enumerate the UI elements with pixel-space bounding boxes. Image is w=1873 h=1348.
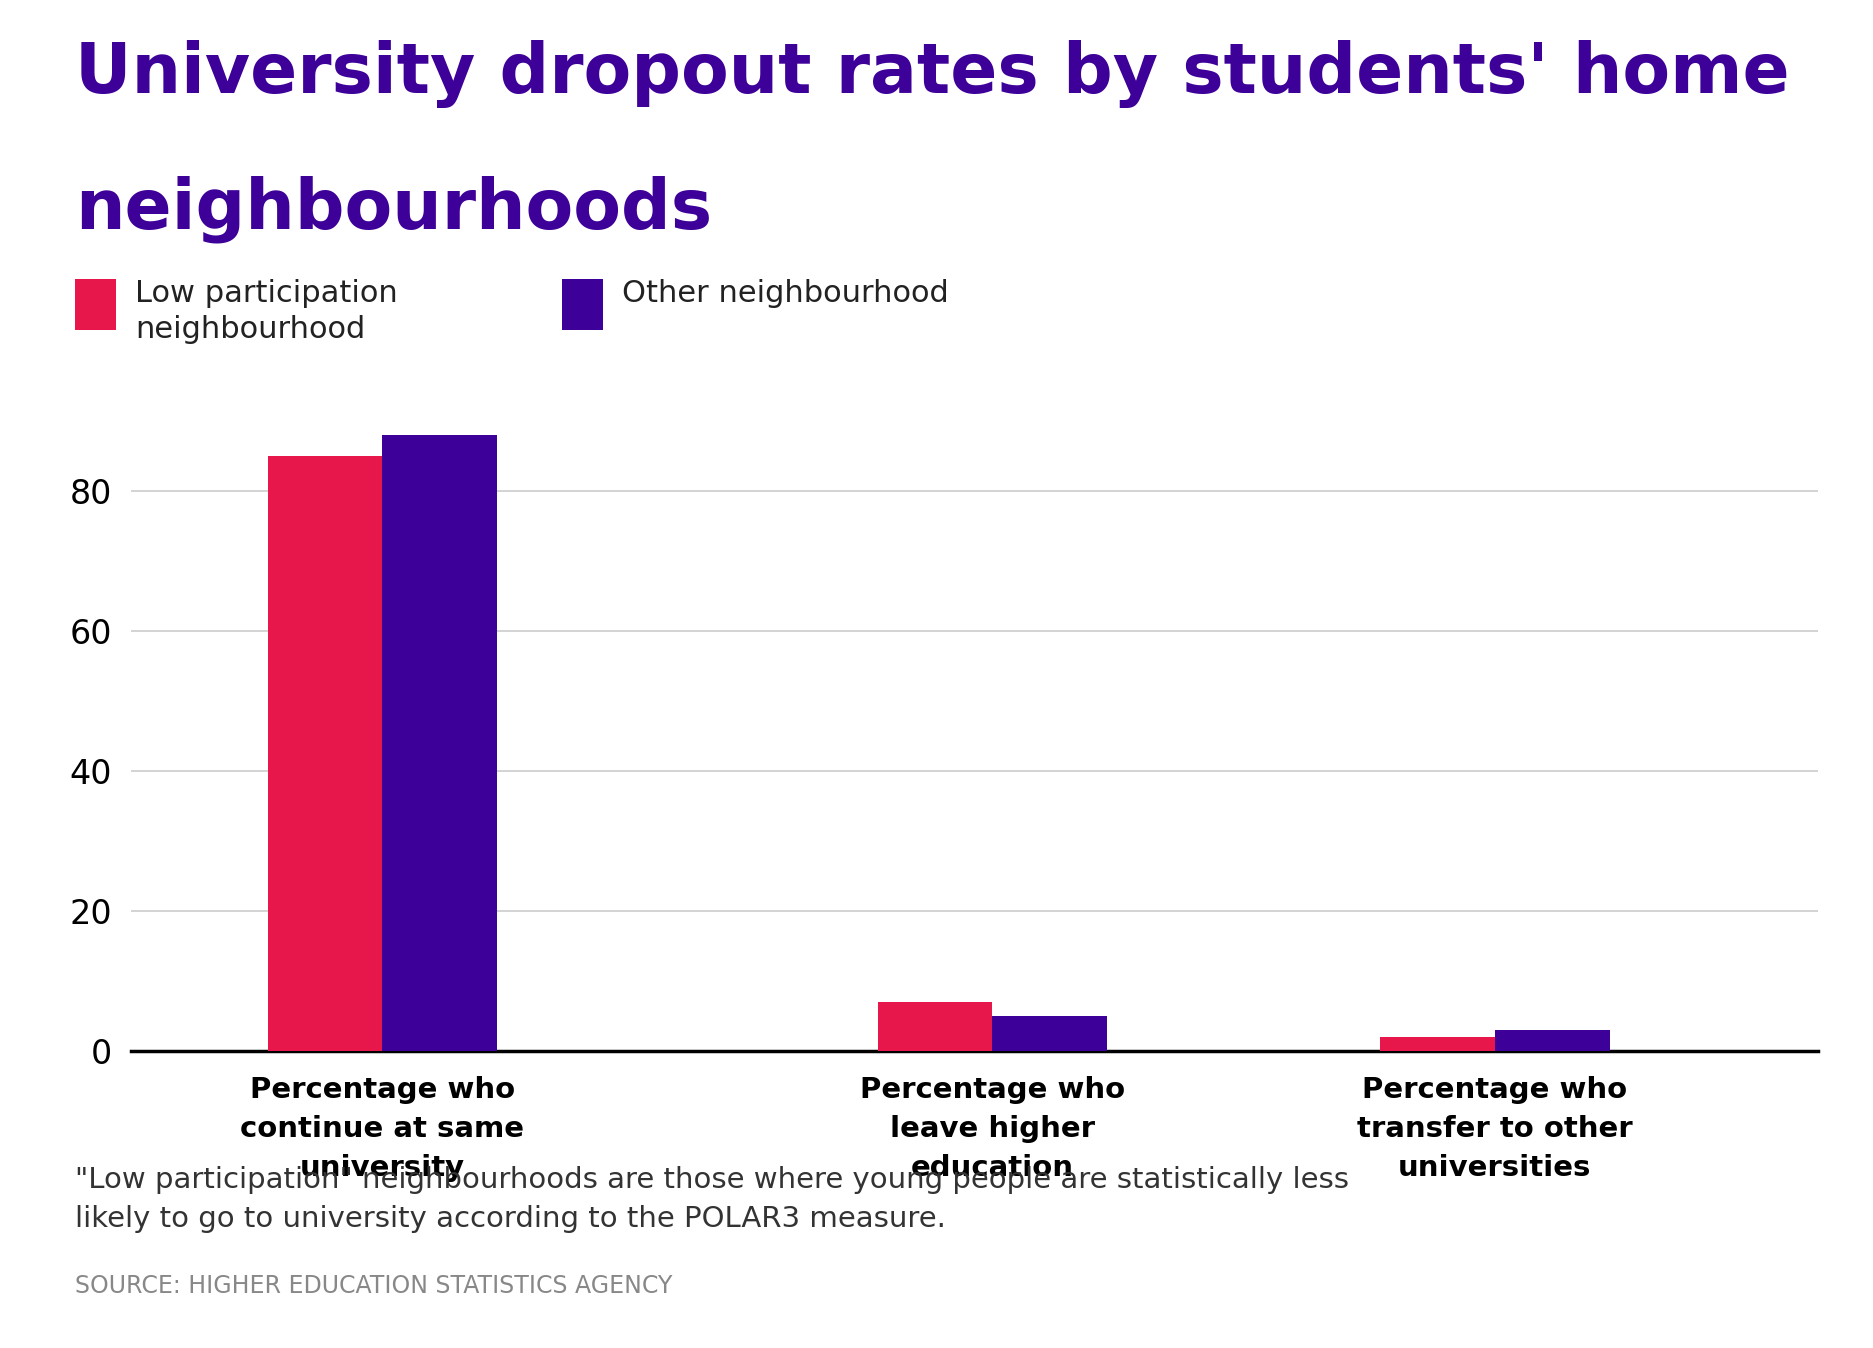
Bar <box>382 434 496 1051</box>
Text: neighbourhoods: neighbourhoods <box>75 175 712 243</box>
Bar <box>268 456 382 1051</box>
Text: Low participation
neighbourhood: Low participation neighbourhood <box>135 279 397 344</box>
Bar <box>1495 1030 1609 1051</box>
Text: University dropout rates by students' home: University dropout rates by students' ho… <box>75 40 1789 108</box>
Text: Other neighbourhood: Other neighbourhood <box>622 279 948 309</box>
Text: SOURCE: HIGHER EDUCATION STATISTICS AGENCY: SOURCE: HIGHER EDUCATION STATISTICS AGEN… <box>75 1274 672 1298</box>
Bar <box>993 1016 1107 1051</box>
Bar <box>1379 1038 1495 1051</box>
Bar <box>877 1003 993 1051</box>
Text: "Low participation" neighbourhoods are those where young people are statisticall: "Low participation" neighbourhoods are t… <box>75 1166 1349 1233</box>
